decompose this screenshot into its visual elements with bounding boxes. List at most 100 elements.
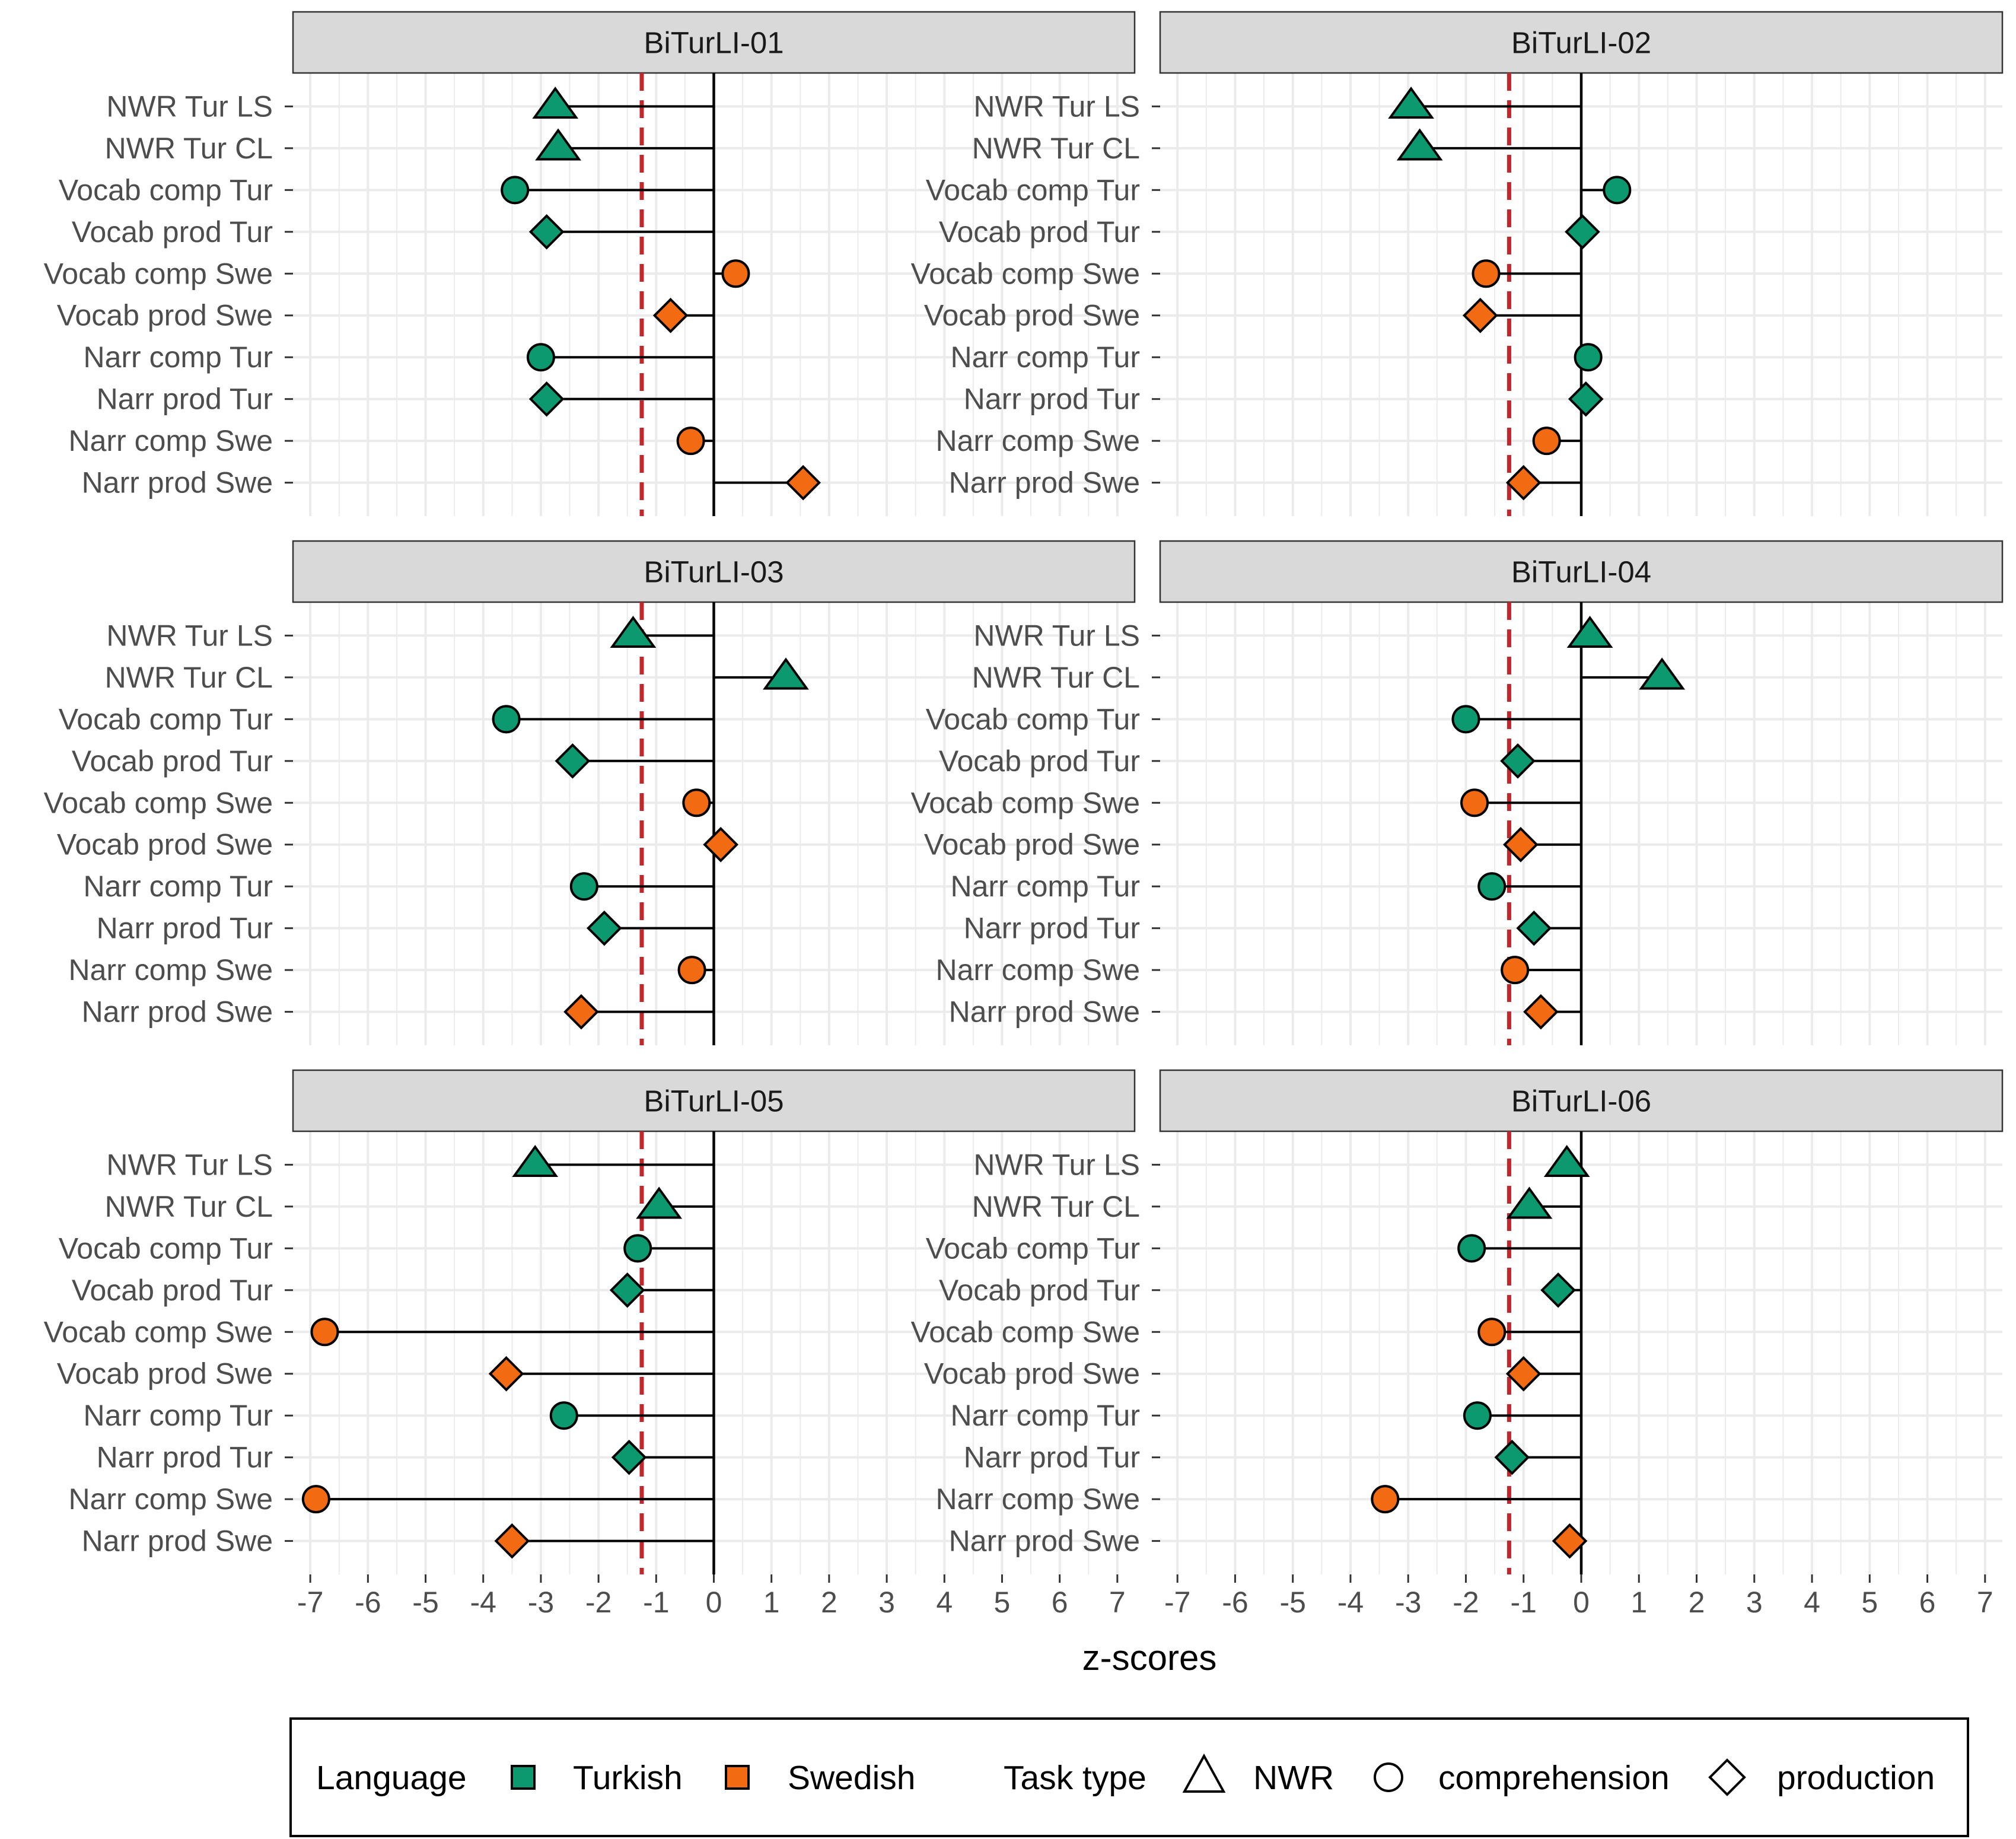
y-tick-label: Narr prod Tur — [97, 912, 273, 945]
data-point — [569, 872, 598, 901]
data-point — [488, 1356, 524, 1392]
y-tick-label: Narr prod Swe — [949, 466, 1140, 499]
y-tick-label: NWR Tur CL — [972, 661, 1140, 694]
y-tick-label: Narr prod Swe — [82, 1525, 273, 1558]
facet-title: BiTurLI-04 — [1511, 555, 1651, 589]
data-point — [763, 657, 809, 690]
x-tick-label: 6 — [1919, 1586, 1936, 1619]
data-point — [721, 259, 750, 288]
legend-label-swedish: Swedish — [788, 1759, 915, 1797]
y-tick-label: Narr prod Tur — [964, 1441, 1140, 1474]
data-point — [785, 464, 821, 501]
data-point — [609, 1272, 645, 1308]
data-point — [1506, 1186, 1553, 1219]
legend-key-turkish — [511, 1765, 536, 1790]
data-point — [526, 343, 555, 372]
data-point — [1532, 427, 1561, 456]
y-tick-label: Vocab prod Tur — [939, 1274, 1140, 1307]
y-tick-label: Narr comp Swe — [68, 953, 273, 987]
data-point — [676, 427, 705, 456]
y-tick-label: Vocab comp Tur — [59, 1232, 273, 1265]
y-tick-label: Narr comp Swe — [935, 424, 1140, 457]
data-point — [703, 826, 738, 863]
legend: Language Turkish Swedish Task type NWR compre… — [289, 1717, 1969, 1837]
data-point — [677, 956, 706, 985]
y-tick-label: Narr prod Swe — [949, 1525, 1140, 1558]
legend-label-comprehension: comprehension — [1438, 1759, 1670, 1797]
facet-strip — [1159, 11, 2004, 74]
y-tick-label: Narr prod Swe — [949, 995, 1140, 1029]
y-tick-label: Narr prod Tur — [97, 383, 273, 416]
y-tick-label: NWR Tur LS — [973, 1148, 1140, 1181]
data-point — [555, 743, 591, 779]
data-point — [1494, 1439, 1530, 1475]
x-tick-label: -7 — [1164, 1586, 1190, 1619]
data-point — [535, 128, 581, 161]
facet-title: BiTurLI-02 — [1511, 26, 1651, 60]
y-tick-label: Narr comp Tur — [950, 341, 1140, 374]
x-tick-label: 5 — [994, 1586, 1011, 1619]
data-point — [310, 1318, 339, 1347]
data-point — [549, 1401, 578, 1430]
y-tick-label: Narr comp Tur — [950, 1399, 1140, 1432]
y-tick-label: NWR Tur LS — [973, 619, 1140, 652]
x-tick-label: -4 — [1337, 1586, 1364, 1619]
y-tick-label: Vocab comp Tur — [926, 173, 1140, 206]
y-tick-label: Vocab comp Tur — [59, 702, 273, 736]
x-tick-label: -2 — [585, 1586, 612, 1619]
data-point — [1503, 826, 1539, 863]
y-tick-label: Narr comp Swe — [935, 1482, 1140, 1516]
legend-label-turkish: Turkish — [573, 1759, 683, 1797]
y-tick-label: Vocab comp Swe — [911, 257, 1140, 290]
x-tick-label: -6 — [1222, 1586, 1248, 1619]
x-tick-label: 0 — [1573, 1586, 1590, 1619]
data-point — [623, 1234, 652, 1263]
panel-BiTurLI-01: BiTurLI-01 NWR Tur LS NWR Tur CL Vocab comp… — [44, 11, 1136, 516]
data-point — [1460, 788, 1489, 817]
data-point — [1477, 1318, 1507, 1347]
panel-BiTurLI-05: BiTurLI-05 NWR Tur LS NWR Tur CL Vocab comp… — [44, 1069, 1136, 1619]
y-tick-label: Narr comp Swe — [68, 1482, 273, 1516]
legend-key-triangle — [1182, 1753, 1226, 1793]
data-point — [1543, 1144, 1590, 1177]
x-tick-label: -3 — [528, 1586, 554, 1619]
y-tick-label: Vocab prod Swe — [924, 1357, 1140, 1391]
y-tick-label: Vocab comp Swe — [44, 1315, 273, 1348]
x-axis-title: z-scores — [1082, 1638, 1217, 1678]
x-tick-label: -5 — [412, 1586, 438, 1619]
data-point — [1552, 1523, 1588, 1559]
y-tick-label: Narr comp Swe — [68, 424, 273, 457]
x-tick-label: 6 — [1052, 1586, 1068, 1619]
data-point — [1477, 872, 1507, 901]
x-tick-label: 3 — [1746, 1586, 1763, 1619]
y-tick-label: NWR Tur CL — [105, 661, 273, 694]
data-point — [492, 705, 521, 734]
data-point — [528, 381, 565, 417]
data-point — [1457, 1234, 1486, 1263]
x-tick-label: 4 — [1804, 1586, 1820, 1619]
data-point — [1501, 956, 1530, 985]
data-point — [682, 788, 711, 817]
data-point — [636, 1186, 683, 1219]
data-point — [301, 1485, 330, 1514]
facet-strip — [292, 11, 1136, 74]
data-point — [610, 615, 657, 648]
data-point — [1574, 343, 1603, 372]
y-tick-label: Vocab comp Tur — [926, 1232, 1140, 1265]
x-tick-label: 3 — [878, 1586, 895, 1619]
y-tick-label: Narr comp Tur — [83, 870, 273, 903]
x-tick-label: -6 — [355, 1586, 381, 1619]
panels: BiTurLI-01 NWR Tur LS NWR Tur CL Vocab comp… — [44, 11, 2004, 1619]
x-tick-label: 1 — [1630, 1586, 1647, 1619]
data-point — [1603, 176, 1632, 205]
x-tick-label: 2 — [1689, 1586, 1705, 1619]
data-point — [1500, 743, 1536, 779]
data-point — [501, 176, 530, 205]
x-tick-label: 7 — [1109, 1586, 1126, 1619]
data-point — [587, 910, 622, 946]
facet-title: BiTurLI-06 — [1511, 1084, 1651, 1118]
y-tick-label: Narr prod Tur — [964, 912, 1140, 945]
y-tick-label: Narr comp Tur — [950, 870, 1140, 903]
data-point — [611, 1439, 647, 1475]
x-tick-label: -1 — [643, 1586, 669, 1619]
